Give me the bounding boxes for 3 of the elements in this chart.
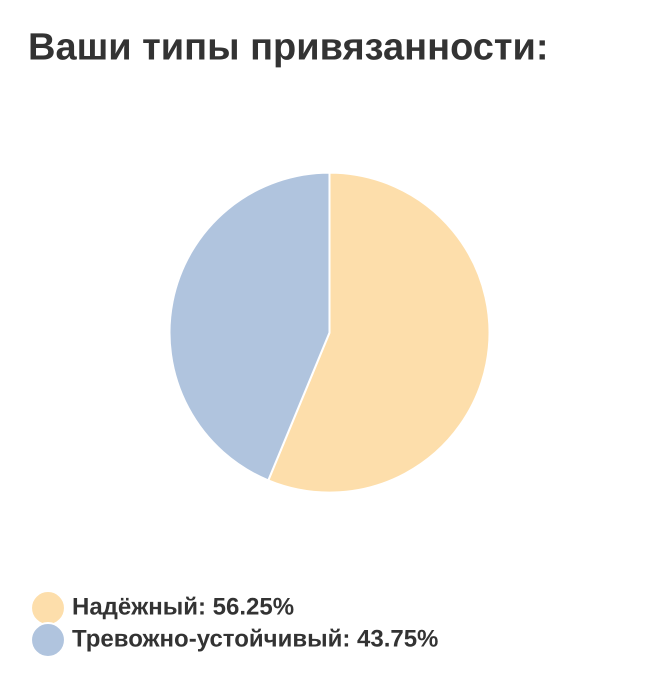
legend-label: Тревожно-устойчивый: 43.75% — [72, 626, 438, 653]
legend-label: Надёжный: 56.25% — [72, 594, 294, 621]
chart-title: Ваши типы привязанности: — [28, 26, 549, 68]
